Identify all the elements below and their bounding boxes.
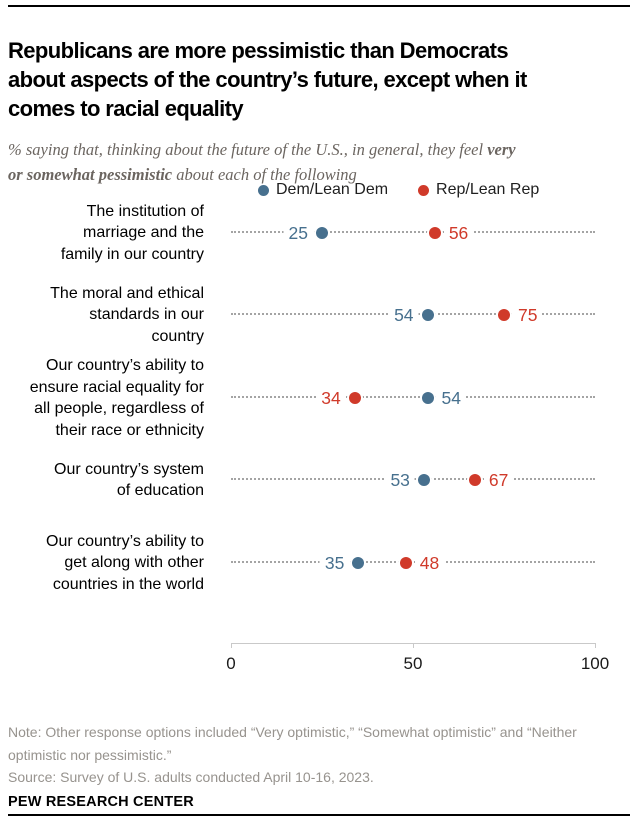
row-plot: 54 34 <box>231 353 595 443</box>
legend-item-rep: Rep/Lean Rep <box>418 181 539 199</box>
subtitle-suffix: about each of the following <box>172 164 357 184</box>
rep-value-label: 75 <box>513 305 543 325</box>
category-label: The moral and ethical standards in our c… <box>50 284 204 345</box>
footnote: Note: Other response options included “V… <box>8 724 577 763</box>
x-axis-tick-label: 0 <box>226 654 236 673</box>
x-axis-tick <box>413 643 414 648</box>
rep-value-label: 56 <box>443 223 474 243</box>
chart-row: Our country’s system of education 53 67 <box>0 435 639 525</box>
category-label: Our country’s system of education <box>54 460 204 500</box>
dem-dot <box>316 227 328 239</box>
rep-dot <box>498 309 510 321</box>
row-plot: 25 56 <box>231 188 595 278</box>
dem-dot <box>417 474 430 486</box>
x-axis-tick <box>595 643 596 648</box>
subtitle-prefix: % saying that, thinking about the future… <box>8 139 488 159</box>
dem-dot <box>421 392 434 404</box>
rep-value-label: 48 <box>414 553 445 573</box>
chart-row: The institution of marriage and the fami… <box>0 188 639 278</box>
chart-legend: Dem/Lean Dem Rep/Lean Rep <box>258 181 539 199</box>
brand-name: PEW RESEARCH CENTER <box>8 793 194 810</box>
leader-line <box>231 396 595 398</box>
category-label: Our country’s ability to get along with … <box>46 532 204 593</box>
legend-label-rep: Rep/Lean Rep <box>436 181 540 198</box>
page-title: Republicans are more pessimistic than De… <box>8 37 527 121</box>
dem-dot-icon <box>258 184 269 196</box>
legend-label-dem: Dem/Lean Dem <box>276 181 389 198</box>
x-axis-tick-label: 50 <box>403 654 423 673</box>
subtitle-bold: very or somewhat pessimistic <box>8 139 516 184</box>
rep-dot <box>468 474 481 486</box>
category-label: Our country’s ability to ensure racial e… <box>29 357 204 439</box>
rep-dot <box>348 392 361 404</box>
x-axis-tick <box>231 643 232 648</box>
chart-subtitle: % saying that, thinking about the future… <box>8 137 638 187</box>
leader-line <box>231 231 595 233</box>
row-plot: 54 75 <box>231 270 595 360</box>
leader-line <box>231 561 595 563</box>
rep-dot <box>428 227 441 239</box>
row-plot: 35 48 <box>231 518 595 608</box>
dem-dot <box>421 309 434 321</box>
source-line: Source: Survey of U.S. adults conducted … <box>8 769 374 785</box>
row-plot: 53 67 <box>231 435 595 525</box>
chart-row: Our country’s ability to get along with … <box>0 518 639 608</box>
legend-item-dem: Dem/Lean Dem <box>258 181 388 199</box>
rep-dot <box>399 557 412 569</box>
dem-value-label: 35 <box>319 553 350 573</box>
x-axis: 0 50 100 <box>226 643 609 677</box>
chart-row: The moral and ethical standards in our c… <box>0 270 639 360</box>
dem-value-label: 54 <box>389 305 419 325</box>
dem-value-label: 25 <box>283 223 313 243</box>
category-label: The institution of marriage and the fami… <box>60 202 204 263</box>
rep-value-label: 34 <box>316 388 346 408</box>
dem-dot <box>352 557 365 569</box>
rep-value-label: 67 <box>483 470 514 490</box>
x-axis-tick-label: 100 <box>580 654 610 673</box>
chart-row: Our country’s ability to ensure racial e… <box>0 353 639 443</box>
dem-value-label: 54 <box>436 388 467 408</box>
bottom-rule <box>8 814 630 816</box>
rep-dot-icon <box>418 184 430 196</box>
top-rule <box>8 5 630 7</box>
dem-value-label: 53 <box>385 470 415 490</box>
